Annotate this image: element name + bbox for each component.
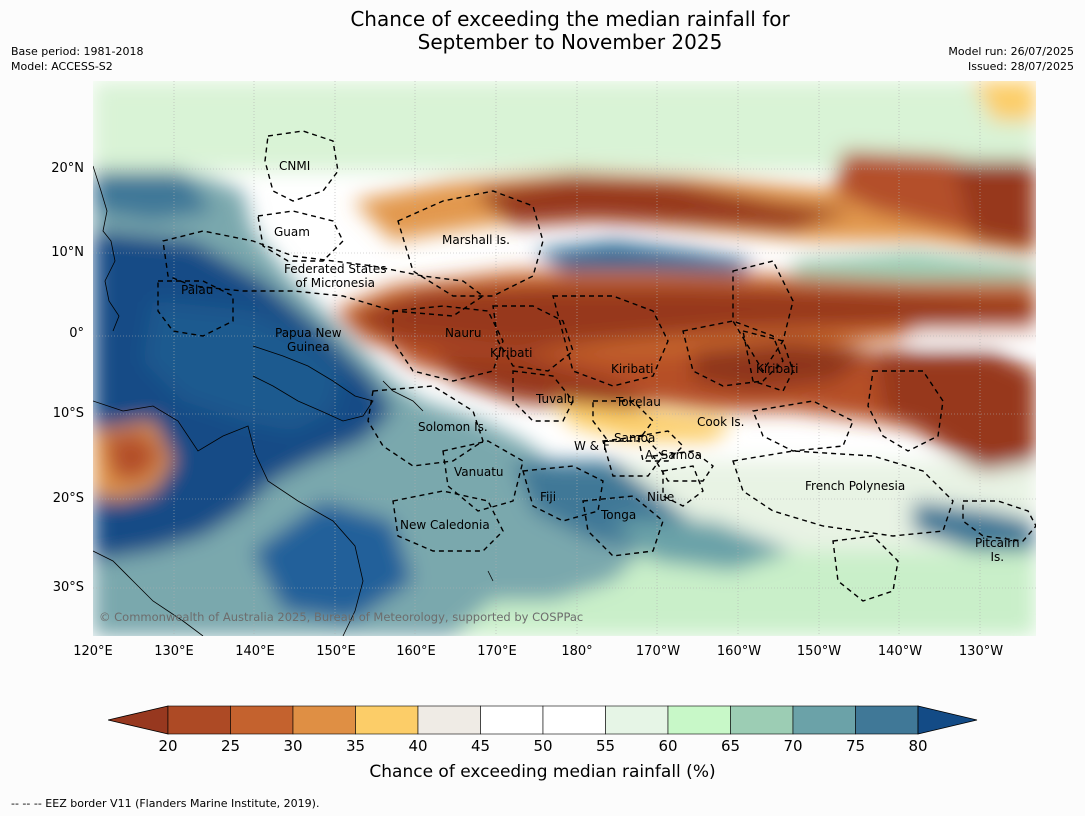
region-tokelau: Tokelau — [616, 395, 661, 409]
lat-label-30s: 30°S — [52, 580, 84, 595]
colorbar-cell — [605, 705, 669, 735]
region-kiribati-east: Kiribati — [756, 362, 799, 376]
region-tonga: Tonga — [601, 508, 637, 522]
lon-label-150e: 150°E — [316, 644, 356, 659]
colorbar-tick-label: 55 — [595, 737, 616, 755]
colorbar-tick-label: 20 — [158, 737, 178, 755]
lat-label-0: 0° — [69, 326, 84, 341]
region-cook: Cook Is. — [697, 415, 745, 429]
graticule — [93, 81, 1036, 636]
colorbar-tick-label: 60 — [658, 737, 678, 755]
region-png: Papua New Guinea — [275, 326, 342, 354]
model-name: Model: ACCESS-S2 — [11, 60, 113, 73]
region-pitcairn: Pitcairn Is. — [975, 536, 1020, 564]
lon-label-160w: 160°W — [716, 644, 762, 659]
colorbar-cell — [855, 705, 919, 735]
region-marshall: Marshall Is. — [442, 233, 510, 247]
colorbar-cell — [730, 705, 794, 735]
model-run: Model run: 26/07/2025 — [948, 45, 1074, 58]
colorbar-tick-label: 50 — [533, 737, 553, 755]
region-samoa: Samoa — [614, 431, 656, 445]
colorbar-cell — [292, 705, 356, 735]
colorbar — [108, 705, 978, 735]
colorbar-cell — [792, 705, 856, 735]
lon-label-130w: 130°W — [958, 644, 1004, 659]
lat-label-10n: 10°N — [51, 245, 84, 260]
colorbar-tick-label: 35 — [345, 737, 366, 755]
lat-label-20n: 20°N — [51, 161, 84, 176]
colorbar-cell — [355, 705, 419, 735]
region-cnmi: CNMI — [279, 159, 311, 173]
colorbar-tick-label: 65 — [720, 737, 741, 755]
rainfall-map — [93, 81, 1036, 636]
colorbar-cell — [667, 705, 731, 735]
colorbar-tick-label: 25 — [220, 737, 241, 755]
lon-label-140w: 140°W — [877, 644, 923, 659]
meta-left: Base period: 1981-2018 Model: ACCESS-S2 — [11, 44, 143, 74]
region-vanuatu: Vanuatu — [454, 465, 504, 479]
rainfall-field — [93, 81, 1036, 636]
colorbar-tick-label: 30 — [283, 737, 303, 755]
lat-label-20s: 20°S — [52, 491, 84, 506]
colorbar-cell — [167, 705, 231, 735]
region-niue: Niue — [647, 490, 675, 504]
map-canvas — [93, 81, 1036, 636]
region-fsm: Federated States of Micronesia — [284, 262, 387, 290]
colorbar-tick-label: 70 — [783, 737, 803, 755]
region-palau: Palau — [181, 283, 214, 297]
colorbar-cell — [542, 705, 606, 735]
issued-date: Issued: 28/07/2025 — [967, 60, 1074, 73]
title-line-2: September to November 2025 — [417, 30, 723, 54]
colorbar-cell — [480, 705, 544, 735]
title-line-1: Chance of exceeding the median rainfall … — [350, 7, 790, 31]
region-fiji: Fiji — [540, 490, 557, 504]
region-solomon: Solomon Is. — [418, 420, 488, 434]
colorbar-cell — [417, 705, 481, 735]
region-nauru: Nauru — [445, 326, 482, 340]
colorbar-under-arrow — [108, 705, 169, 735]
lon-label-130e: 130°E — [154, 644, 194, 659]
region-wallis: W & F — [574, 439, 610, 453]
lon-label-160e: 160°E — [396, 644, 436, 659]
region-new-caledonia: New Caledonia — [400, 518, 490, 532]
eez-borders — [157, 130, 1036, 602]
lon-label-170e: 170°E — [477, 644, 517, 659]
copyright-notice: © Commonwealth of Australia 2025, Bureau… — [99, 610, 584, 624]
colorbar-tick-label: 75 — [845, 737, 866, 755]
colorbar-tick-label: 45 — [470, 737, 491, 755]
lon-label-170w: 170°W — [635, 644, 681, 659]
region-guam: Guam — [274, 225, 310, 239]
lon-label-150w: 150°W — [796, 644, 842, 659]
lon-label-120e: 120°E — [73, 644, 113, 659]
colorbar-tick-label: 40 — [408, 737, 428, 755]
region-american-samoa: A. Samoa — [645, 448, 702, 462]
region-kiribati-west: Kiribati — [490, 346, 533, 360]
colorbar-tick-label: 80 — [908, 737, 928, 755]
region-tuvalu: Tuvalu — [536, 392, 575, 406]
lat-label-10s: 10°S — [52, 406, 84, 421]
colorbar-cell — [230, 705, 294, 735]
map-title: Chance of exceeding the median rainfall … — [0, 8, 1085, 54]
colorbar-over-arrow — [917, 705, 978, 735]
meta-right: Model run: 26/07/2025 Issued: 28/07/2025 — [948, 44, 1074, 74]
region-kiribati-central: Kiribati — [611, 362, 654, 376]
eez-footnote: -- -- -- EEZ border V11 (Flanders Marine… — [11, 797, 320, 810]
base-period: Base period: 1981-2018 — [11, 45, 144, 58]
lon-label-180: 180° — [561, 644, 593, 659]
lon-label-140e: 140°E — [235, 644, 275, 659]
coastlines — [93, 165, 494, 636]
region-french-polynesia: French Polynesia — [805, 479, 906, 493]
colorbar-label: Chance of exceeding median rainfall (%) — [369, 762, 716, 782]
